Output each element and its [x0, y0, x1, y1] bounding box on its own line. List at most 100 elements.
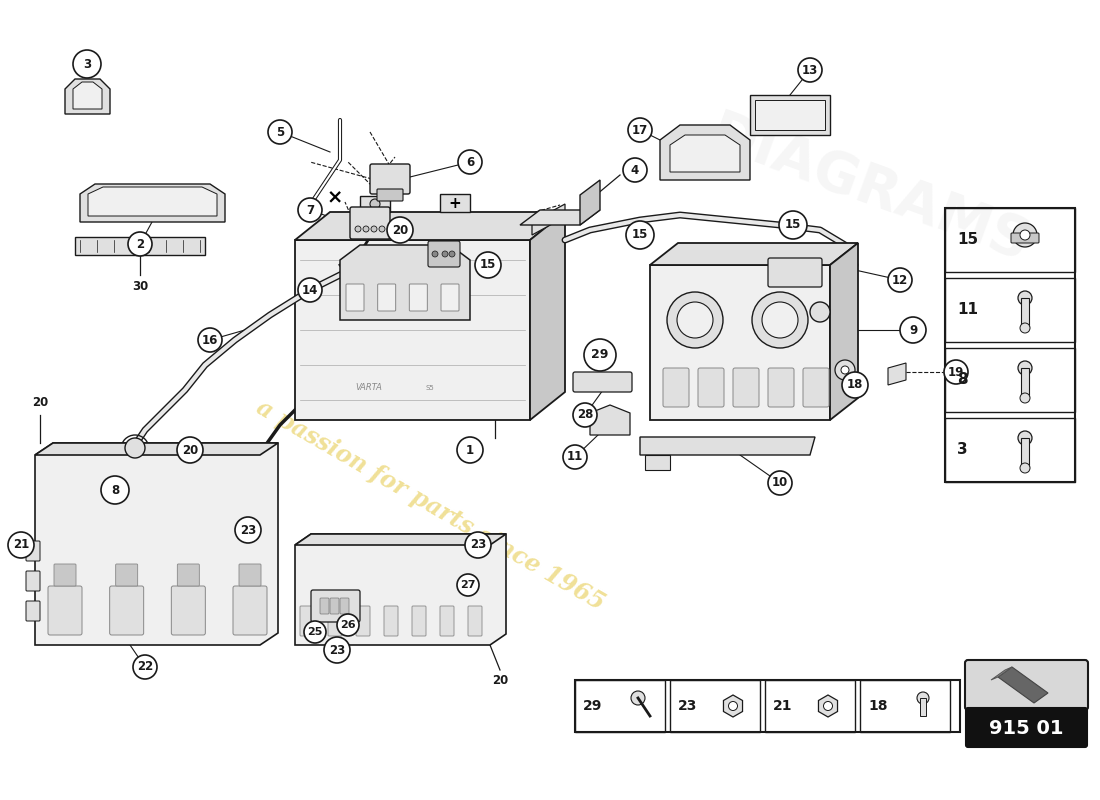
Text: 3: 3 — [957, 442, 968, 458]
FancyBboxPatch shape — [733, 368, 759, 407]
Circle shape — [667, 292, 723, 348]
Text: 11: 11 — [957, 302, 978, 318]
Text: ×: × — [327, 188, 343, 207]
Polygon shape — [750, 95, 830, 135]
Polygon shape — [580, 180, 600, 225]
Circle shape — [101, 476, 129, 504]
Polygon shape — [295, 534, 506, 545]
Circle shape — [449, 251, 455, 257]
Text: 20: 20 — [492, 674, 508, 687]
FancyBboxPatch shape — [233, 586, 267, 635]
Text: 12: 12 — [892, 274, 909, 286]
Text: +: + — [449, 195, 461, 210]
FancyBboxPatch shape — [573, 372, 632, 392]
Text: 27: 27 — [460, 580, 475, 590]
Text: 20: 20 — [182, 443, 198, 457]
Circle shape — [298, 278, 322, 302]
FancyBboxPatch shape — [468, 606, 482, 636]
FancyBboxPatch shape — [377, 284, 396, 311]
Circle shape — [379, 226, 385, 232]
Polygon shape — [532, 204, 565, 235]
Text: 19: 19 — [948, 366, 965, 378]
FancyBboxPatch shape — [340, 598, 349, 614]
Text: 17: 17 — [631, 123, 648, 137]
FancyBboxPatch shape — [698, 368, 724, 407]
Polygon shape — [1021, 368, 1028, 398]
Text: 15: 15 — [480, 258, 496, 271]
Circle shape — [305, 202, 315, 212]
FancyBboxPatch shape — [311, 590, 360, 622]
FancyBboxPatch shape — [346, 284, 364, 311]
Text: 21: 21 — [13, 538, 29, 551]
Circle shape — [1013, 223, 1037, 247]
FancyBboxPatch shape — [48, 586, 82, 635]
Circle shape — [363, 226, 368, 232]
FancyBboxPatch shape — [441, 284, 459, 311]
Circle shape — [779, 211, 807, 239]
Text: 30: 30 — [132, 281, 148, 294]
FancyBboxPatch shape — [377, 189, 403, 201]
Text: 23: 23 — [470, 538, 486, 551]
Circle shape — [752, 292, 808, 348]
FancyBboxPatch shape — [350, 207, 390, 239]
Circle shape — [798, 58, 822, 82]
FancyBboxPatch shape — [26, 541, 40, 561]
Circle shape — [1020, 463, 1030, 473]
Circle shape — [458, 150, 482, 174]
Polygon shape — [920, 698, 926, 716]
Polygon shape — [660, 125, 750, 180]
Polygon shape — [650, 265, 830, 420]
Text: 26: 26 — [340, 620, 355, 630]
Text: 20: 20 — [392, 223, 408, 237]
Polygon shape — [65, 79, 110, 114]
FancyBboxPatch shape — [412, 606, 426, 636]
Circle shape — [304, 621, 326, 643]
Text: 20: 20 — [32, 397, 48, 410]
Polygon shape — [670, 135, 740, 172]
Polygon shape — [755, 100, 825, 130]
Polygon shape — [88, 187, 217, 216]
Circle shape — [835, 360, 855, 380]
FancyBboxPatch shape — [966, 708, 1087, 747]
Circle shape — [432, 251, 438, 257]
Polygon shape — [640, 437, 815, 455]
Polygon shape — [520, 210, 600, 225]
FancyBboxPatch shape — [300, 606, 313, 636]
Text: 8: 8 — [957, 373, 968, 387]
Circle shape — [387, 217, 412, 243]
Text: 15: 15 — [957, 233, 978, 247]
Text: 29: 29 — [592, 349, 608, 362]
Circle shape — [324, 637, 350, 663]
Circle shape — [355, 226, 361, 232]
FancyBboxPatch shape — [384, 606, 398, 636]
Text: 5: 5 — [276, 126, 284, 138]
Text: 8: 8 — [111, 483, 119, 497]
Text: 9: 9 — [909, 323, 917, 337]
FancyBboxPatch shape — [110, 586, 144, 635]
Circle shape — [1020, 230, 1030, 240]
Text: 15: 15 — [784, 218, 801, 231]
Text: 14: 14 — [301, 283, 318, 297]
Circle shape — [810, 302, 830, 322]
Text: VARTA: VARTA — [355, 383, 382, 392]
Polygon shape — [35, 443, 278, 455]
Circle shape — [337, 614, 359, 636]
Text: 2: 2 — [136, 238, 144, 250]
Circle shape — [128, 232, 152, 256]
Circle shape — [628, 118, 652, 142]
Circle shape — [456, 574, 478, 596]
Polygon shape — [340, 245, 470, 320]
Circle shape — [944, 360, 968, 384]
FancyBboxPatch shape — [330, 598, 339, 614]
Text: 28: 28 — [576, 409, 593, 422]
Text: 4: 4 — [631, 163, 639, 177]
Circle shape — [198, 328, 222, 352]
Text: 16: 16 — [201, 334, 218, 346]
FancyBboxPatch shape — [320, 598, 329, 614]
Circle shape — [73, 50, 101, 78]
Text: 23: 23 — [329, 643, 345, 657]
FancyBboxPatch shape — [239, 564, 261, 586]
Circle shape — [842, 372, 868, 398]
Circle shape — [177, 437, 204, 463]
Text: DIAGRAMS: DIAGRAMS — [703, 107, 1037, 273]
